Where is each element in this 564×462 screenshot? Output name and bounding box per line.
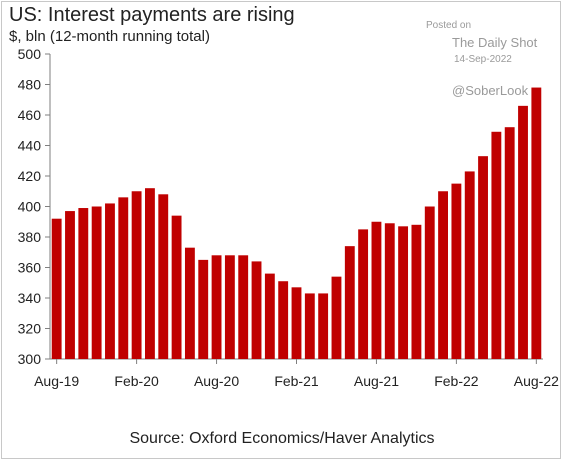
bar-Feb-21 xyxy=(291,287,302,359)
y-tick-label: 380 xyxy=(18,229,42,245)
y-tick-label: 420 xyxy=(18,168,42,184)
y-tick-label: 440 xyxy=(18,138,42,154)
bar-Dec-21 xyxy=(424,206,435,359)
watermark-handle: @SoberLook xyxy=(452,83,529,98)
watermark-posted: Posted on xyxy=(426,20,472,31)
watermark-source: The Daily Shot xyxy=(452,35,538,50)
chart-subtitle: $, bln (12-month running total) xyxy=(9,28,210,45)
bar-Aug-20 xyxy=(211,255,222,359)
x-tick-label: Feb-20 xyxy=(114,373,159,389)
bar-Jul-20 xyxy=(198,259,209,359)
bar-Apr-22 xyxy=(478,156,488,359)
bar-Aug-21 xyxy=(371,221,382,359)
bar-Oct-20 xyxy=(238,255,249,359)
bar-Mar-20 xyxy=(145,188,155,359)
bar-Feb-20 xyxy=(131,191,142,359)
y-tick-label: 460 xyxy=(18,107,42,123)
y-tick-label: 360 xyxy=(18,260,42,276)
bar-Dec-19 xyxy=(105,203,115,359)
y-tick-label: 500 xyxy=(18,46,42,62)
x-tick-label: Feb-21 xyxy=(274,373,319,389)
x-tick-label: Aug-21 xyxy=(354,373,399,389)
bar-Jan-21 xyxy=(278,281,289,359)
bar-Feb-22 xyxy=(451,183,462,359)
bar-Sep-19 xyxy=(65,211,75,359)
bar-Oct-21 xyxy=(398,226,409,359)
bar-Sep-20 xyxy=(224,255,235,359)
bar-Apr-21 xyxy=(318,293,329,359)
y-tick-label: 480 xyxy=(18,77,42,93)
bar-Jan-20 xyxy=(118,197,129,359)
chart-title: US: Interest payments are rising xyxy=(9,4,295,26)
x-tick-label: Aug-20 xyxy=(194,373,239,389)
bar-Mar-21 xyxy=(304,293,315,359)
bar-Jul-22 xyxy=(518,105,528,359)
y-tick-label: 320 xyxy=(18,321,42,337)
bar-Oct-19 xyxy=(78,208,89,359)
bar-Jan-22 xyxy=(438,191,448,359)
x-tick-label: Aug-22 xyxy=(514,373,559,389)
bar-Aug-19 xyxy=(51,218,62,359)
bar-Sep-21 xyxy=(384,223,395,359)
bar-Nov-19 xyxy=(91,206,102,359)
bar-Jun-22 xyxy=(504,127,515,359)
bar-May-22 xyxy=(491,131,502,359)
y-tick-label: 400 xyxy=(18,199,42,215)
bar-May-21 xyxy=(331,276,342,359)
bar-Jun-21 xyxy=(344,246,355,359)
bar-Dec-20 xyxy=(264,273,275,359)
bar-Jun-20 xyxy=(184,247,195,359)
y-tick-label: 300 xyxy=(18,351,42,367)
x-tick-label: Feb-22 xyxy=(434,373,479,389)
source-note: Source: Oxford Economics/Haver Analytics xyxy=(129,430,435,447)
watermark-date: 14-Sep-2022 xyxy=(454,54,512,65)
bar-Jul-21 xyxy=(358,229,369,359)
x-tick-label: Aug-19 xyxy=(34,373,79,389)
bar-Aug-22 xyxy=(531,87,542,360)
bar-Apr-20 xyxy=(158,194,169,359)
bar-Mar-22 xyxy=(464,171,475,359)
bar-May-20 xyxy=(171,215,182,359)
bar-Nov-20 xyxy=(251,261,262,359)
bar-Nov-21 xyxy=(411,224,422,359)
y-tick-label: 340 xyxy=(18,290,42,306)
